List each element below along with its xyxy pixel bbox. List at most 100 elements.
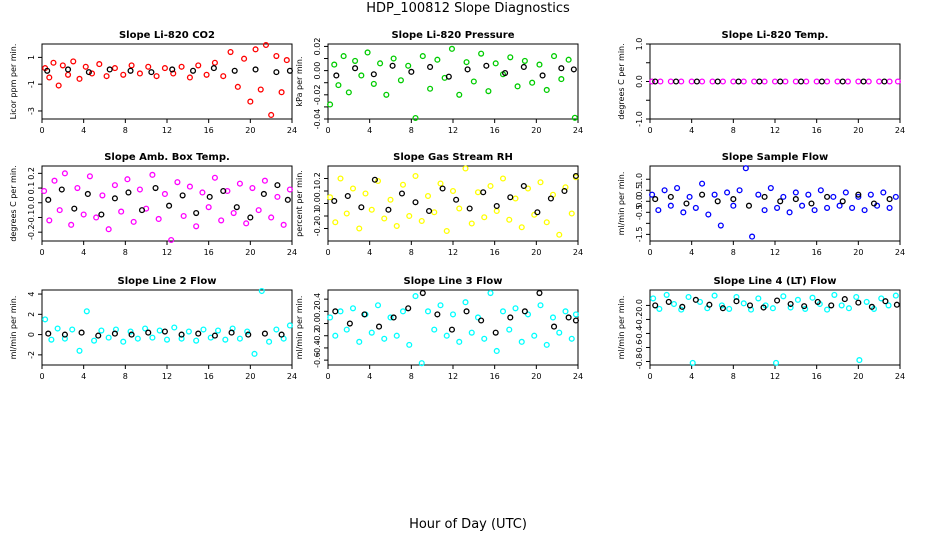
data-point <box>252 46 259 53</box>
data-point <box>193 223 200 230</box>
data-point <box>767 185 774 192</box>
data-point <box>125 189 132 196</box>
y-tick-label: 0.0 <box>27 196 36 209</box>
data-point <box>740 300 747 307</box>
data-point <box>718 302 725 309</box>
data-point <box>227 48 234 56</box>
scatter-panel: Slope Li-820 Pressure 0 4 8 12 16 20 24 -0.04 -0.… <box>295 30 583 135</box>
data-point <box>692 296 699 303</box>
data-point <box>220 73 227 80</box>
data-point <box>210 65 217 72</box>
x-tick-label: 20 <box>853 126 863 135</box>
data-point <box>268 111 275 119</box>
data-point <box>462 299 469 306</box>
data-point <box>261 330 268 337</box>
data-point <box>156 327 163 334</box>
data-point <box>185 328 192 335</box>
data-point <box>344 192 351 200</box>
data-point <box>808 200 815 207</box>
data-point <box>236 335 243 342</box>
data-point <box>824 306 831 313</box>
data-point <box>41 187 48 195</box>
data-point <box>550 53 558 60</box>
data-point <box>817 187 824 194</box>
data-point <box>760 304 767 311</box>
data-point <box>665 298 672 305</box>
data-series <box>652 296 900 312</box>
data-point <box>136 186 143 193</box>
data-point <box>464 66 471 73</box>
data-point <box>652 196 659 203</box>
data-point <box>48 336 55 343</box>
data-point <box>397 77 404 84</box>
data-point <box>243 220 250 227</box>
figure-title: HDP_100812 Slope Diagnostics <box>366 1 570 16</box>
data-point <box>278 89 285 96</box>
data-series <box>42 41 290 119</box>
data-point <box>387 196 394 203</box>
data-point <box>746 302 754 309</box>
data-point <box>50 59 57 66</box>
data-point <box>166 202 173 209</box>
data-point <box>211 332 218 339</box>
data-point <box>487 182 494 190</box>
data-point <box>561 187 568 195</box>
data-point <box>756 78 763 85</box>
data-point <box>149 334 156 341</box>
data-point <box>393 222 400 230</box>
data-point <box>886 204 893 211</box>
data-point <box>274 193 281 200</box>
data-point <box>405 62 412 69</box>
data-point <box>424 308 432 315</box>
y-axis-label: ml/min per min. <box>617 172 626 236</box>
data-point <box>529 79 536 86</box>
data-point <box>524 311 532 318</box>
y-tick-label: -0.02 <box>313 84 322 105</box>
data-point <box>93 214 100 221</box>
data-point <box>161 65 168 72</box>
data-point <box>814 298 821 305</box>
data-point <box>64 66 72 73</box>
data-point <box>506 326 513 333</box>
data-point <box>543 219 550 226</box>
data-point <box>565 56 572 63</box>
data-point <box>145 329 152 336</box>
y-axis-label: ml/min per min. <box>9 296 18 360</box>
x-tick-label: 24 <box>895 126 905 135</box>
data-series <box>332 289 579 336</box>
y-tick-label: 0.5 <box>635 184 644 197</box>
y-tick-label: 0.0 <box>635 195 644 208</box>
y-tick-label: 2 <box>27 312 36 317</box>
x-tick-label: 16 <box>204 372 214 381</box>
data-point <box>485 88 492 95</box>
data-point <box>85 69 92 76</box>
data-point <box>818 78 825 85</box>
data-point <box>805 191 812 198</box>
data-point <box>656 305 663 312</box>
data-point <box>507 194 514 201</box>
data-point <box>327 194 334 201</box>
data-point <box>556 231 563 238</box>
x-tick-label: 16 <box>812 372 822 381</box>
data-point <box>861 207 868 214</box>
data-point <box>481 214 488 221</box>
data-point <box>178 335 185 342</box>
data-point <box>130 218 137 225</box>
data-point <box>138 207 146 214</box>
data-point <box>45 196 52 203</box>
x-tick-label: 24 <box>287 248 297 257</box>
data-point <box>537 179 544 186</box>
data-point <box>387 314 394 321</box>
data-point <box>333 72 340 79</box>
data-point <box>103 73 110 80</box>
data-point <box>233 204 240 211</box>
data-point <box>368 206 375 213</box>
data-point <box>549 314 557 321</box>
data-point <box>124 176 131 183</box>
data-point <box>419 53 426 60</box>
data-point <box>358 204 365 211</box>
data-point <box>880 189 887 196</box>
data-point <box>667 193 674 200</box>
plot-frame <box>649 43 901 120</box>
data-point <box>726 305 733 312</box>
